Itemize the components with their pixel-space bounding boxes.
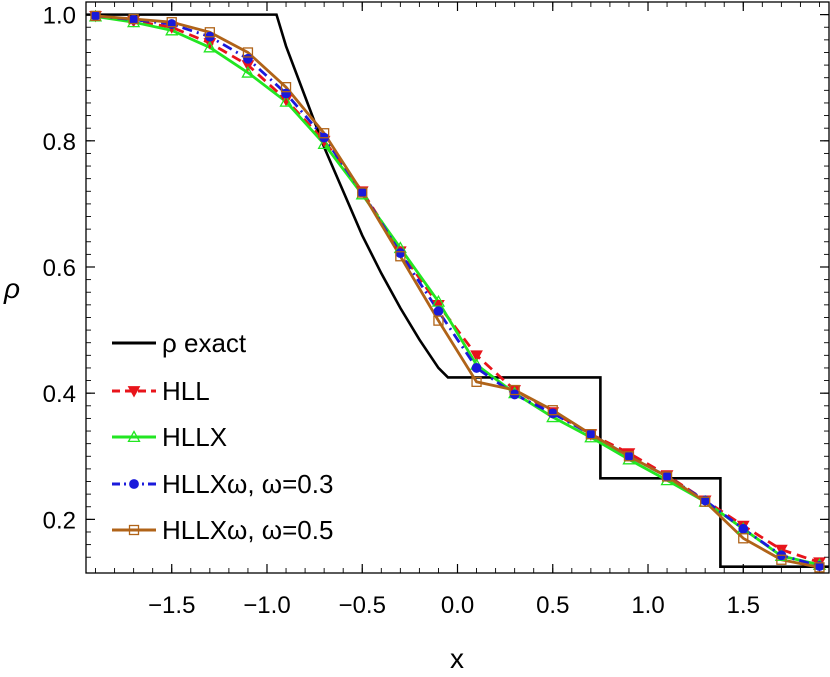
legend-label: ρ exact [162, 328, 247, 358]
hllxw05-point [280, 82, 292, 93]
ticks: −1.5 −1.0 −0.5 0.0 0.5 1.0 1.5 0.2 0.4 0.6 0.8 1.0 [43, 2, 829, 619]
hllxw03-point [128, 14, 139, 25]
legend-label: HLLXω, ω=0.5 [162, 515, 333, 545]
hllxw03-point [281, 88, 291, 99]
hllx-point [165, 23, 179, 36]
y-tick-label: 0.8 [43, 129, 76, 156]
hllxw05-point [661, 471, 673, 482]
hllxw05-point [700, 496, 711, 507]
hllxw03-point [471, 363, 482, 373]
x-axis-label: x [450, 643, 464, 674]
hllxw05-point [242, 47, 254, 58]
hllxw03-point [585, 429, 596, 440]
hllx-point [279, 94, 293, 107]
legend: ρ exact HLL HLLX HLLXω, ω=0.3 HLLXω, ω=0.5 [112, 328, 333, 545]
hllxw03-point [90, 10, 101, 21]
hllxw03-point [547, 408, 558, 419]
y-tick-label: 0.4 [43, 381, 76, 408]
hllxw05-point [623, 451, 635, 462]
legend-label: HLLX [162, 422, 227, 452]
y-tick-label: 1.0 [43, 3, 76, 30]
hllxw03-point [738, 523, 749, 534]
legend-label: HLLXω, ω=0.3 [162, 469, 333, 499]
x-tick-label: 1.0 [631, 592, 664, 619]
hllx-point [203, 40, 217, 53]
y-tick-label: 0.2 [43, 507, 76, 534]
hllxw03-point [129, 479, 139, 489]
x-tick-label: 0.0 [441, 592, 474, 619]
hllxw05-point [128, 13, 139, 25]
hllxw05-point [814, 562, 825, 573]
hll-point [470, 350, 483, 362]
x-tick-label: −0.5 [339, 592, 386, 619]
y-axis-label: ρ [3, 273, 20, 304]
markers [88, 9, 827, 573]
hllx-point [241, 65, 255, 78]
x-tick-label: −1.5 [148, 592, 195, 619]
hll-line [95, 14, 820, 564]
hllxw05-point [166, 17, 177, 28]
hllxw03-point [624, 451, 634, 462]
hllx-point [127, 430, 141, 443]
hllxw03-point [433, 306, 444, 317]
hllx-point [317, 137, 331, 150]
hll-point [432, 299, 445, 312]
x-tick-label: 1.5 [727, 592, 760, 619]
hllxw05-point [395, 251, 406, 262]
exact-line [86, 13, 829, 568]
hllxw05-point [738, 533, 749, 544]
hllxw03-line [95, 14, 820, 568]
hllxw05-point [128, 524, 140, 536]
hllxw05-point [357, 187, 368, 198]
legend-label: HLL [162, 376, 210, 406]
y-tick-label: 0.6 [43, 255, 76, 282]
hllxw05-point [585, 429, 597, 440]
hllxw05-point [204, 27, 215, 38]
curves [86, 13, 829, 569]
hllxw05-point [471, 376, 482, 387]
hllxw05-point [433, 315, 444, 326]
hllxw05-point [547, 405, 558, 416]
hllxw03-point [357, 187, 368, 198]
hllxw03-point [395, 248, 406, 259]
hll-point [127, 386, 141, 398]
x-tick-label: 0.5 [536, 592, 569, 619]
hllxw03-point [243, 53, 253, 64]
hllx-point [431, 294, 446, 307]
hllxw03-point [662, 471, 672, 482]
hllxw05-point [318, 128, 330, 139]
hllxw05-point [509, 384, 520, 396]
x-tick-label: −1.0 [243, 592, 290, 619]
hllxw05-line [95, 14, 820, 569]
hllxw05-point [90, 10, 101, 22]
hllxw05-point [776, 554, 787, 565]
